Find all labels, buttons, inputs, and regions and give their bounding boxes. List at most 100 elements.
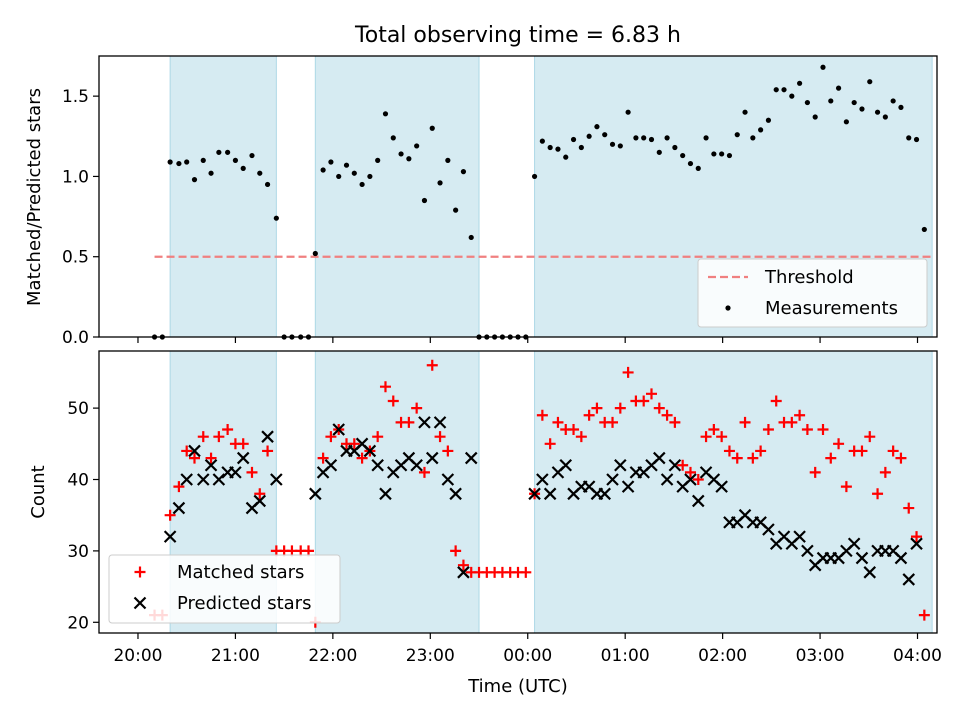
matched-star-point xyxy=(786,416,798,428)
ratio-panel-frame xyxy=(98,55,938,338)
matched-legend-marker xyxy=(134,566,146,578)
matched-star-point xyxy=(426,359,438,371)
measurement-point xyxy=(781,87,787,93)
measurement-point xyxy=(656,149,662,155)
matched-star-point xyxy=(739,416,751,428)
count-x-tick-label: 01:00 xyxy=(601,646,650,666)
measurement-point xyxy=(804,99,811,106)
measurement-point xyxy=(851,99,857,106)
measurement-point xyxy=(453,207,459,213)
matched-star-point xyxy=(903,502,915,514)
matched-star-point xyxy=(770,395,782,407)
matched-star-point xyxy=(237,438,249,450)
predicted-star-point xyxy=(894,551,908,565)
measurement-point xyxy=(351,170,357,176)
predicted-star-point xyxy=(371,458,384,472)
measurement-point xyxy=(343,162,350,168)
measurement-point xyxy=(445,157,451,163)
matched-star-point xyxy=(246,466,258,478)
measurement-point xyxy=(867,79,873,85)
matched-star-point xyxy=(684,466,696,478)
count-x-tick-label: 23:00 xyxy=(406,646,455,666)
matched-star-point xyxy=(840,481,852,493)
measurement-point xyxy=(225,149,231,155)
matched-star-point xyxy=(317,452,329,464)
matched-star-point xyxy=(379,381,391,393)
matched-star-point xyxy=(887,445,899,457)
count-y-label: Count xyxy=(28,465,49,518)
threshold-legend-label: Threshold xyxy=(764,267,854,288)
measurement-point xyxy=(570,136,577,143)
matched-star-point xyxy=(653,402,665,414)
measurement-point xyxy=(586,133,592,139)
predicted-legend-marker xyxy=(133,596,147,610)
count-x-tick-label: 22:00 xyxy=(308,646,357,666)
predicted-star-point xyxy=(536,473,549,486)
matched-star-point xyxy=(645,388,657,400)
measurement-point xyxy=(460,169,467,175)
count-x-tick-label: 20:00 xyxy=(113,646,162,666)
measurement-point xyxy=(742,109,748,115)
measurement-point xyxy=(906,135,912,141)
count-y-axis: 20 30 40 50 xyxy=(67,399,99,633)
predicted-star-point xyxy=(559,458,573,472)
count-y-tick-label: 30 xyxy=(67,542,89,562)
predicted-star-point xyxy=(433,416,447,429)
measurement-point xyxy=(367,173,373,180)
matched-star-point xyxy=(723,445,735,457)
matched-star-point xyxy=(911,531,923,543)
predicted-star-point xyxy=(332,423,345,436)
measurement-point xyxy=(859,106,865,112)
measurement-legend-label: Measurements xyxy=(765,298,898,319)
measurement-point xyxy=(594,124,600,130)
matched-star-point xyxy=(575,431,587,443)
predicted-star-point xyxy=(441,473,455,486)
count-x-tick-label: 03:00 xyxy=(796,646,845,666)
matched-star-point xyxy=(661,409,673,421)
matched-star-point xyxy=(591,402,603,414)
measurement-point xyxy=(797,80,803,86)
chart-title: Total observing time = 6.83 h xyxy=(354,23,681,48)
matched-legend-label: Matched stars xyxy=(177,562,304,583)
matched-star-point xyxy=(372,431,384,443)
measurement-point xyxy=(249,152,255,159)
count-legend-box xyxy=(108,554,341,624)
observing-interval xyxy=(314,55,480,338)
measurement-point xyxy=(176,160,182,167)
measurement-point xyxy=(208,170,214,176)
predicted-star-point xyxy=(543,487,557,501)
predicted-legend-x xyxy=(133,596,147,610)
measurement-point xyxy=(648,136,655,143)
measurement-point xyxy=(828,98,834,104)
ratio-y-axis: 0.0 0.5 1.0 1.5 xyxy=(62,87,99,348)
measurement-point xyxy=(921,226,927,233)
measurement-point xyxy=(240,165,246,171)
predicted-star-point xyxy=(847,537,861,551)
matched-star-point xyxy=(188,452,200,464)
measurement-point xyxy=(200,157,206,163)
predicted-star-point xyxy=(425,451,439,465)
predicted-star-point xyxy=(715,480,728,493)
ratio-panel: 0.0 0.5 1.0 1.5 Matched/Predicted stars Thr… xyxy=(24,55,938,348)
predicted-star-point xyxy=(363,444,377,458)
count-x-tick-label: 21:00 xyxy=(211,646,260,666)
measurement-point xyxy=(789,93,795,99)
matched-star-point xyxy=(677,459,689,471)
count-points xyxy=(149,359,930,628)
predicted-star-point xyxy=(324,458,338,472)
matched-star-point xyxy=(864,431,876,443)
predicted-star-point xyxy=(163,530,177,543)
predicted-star-point xyxy=(910,537,923,551)
matched-star-point xyxy=(708,424,720,436)
count-y-tick-label: 40 xyxy=(67,471,89,491)
matched-star-point xyxy=(325,431,337,443)
predicted-star-point xyxy=(253,494,267,508)
matched-star-point xyxy=(536,409,548,421)
predicted-star-point xyxy=(801,544,814,558)
predicted-star-point xyxy=(762,523,775,536)
measurement-point xyxy=(882,114,888,120)
matched-star-point xyxy=(825,452,837,464)
observing-intervals xyxy=(169,350,933,634)
matched-star-point xyxy=(418,466,430,478)
measurement-point xyxy=(913,136,920,143)
